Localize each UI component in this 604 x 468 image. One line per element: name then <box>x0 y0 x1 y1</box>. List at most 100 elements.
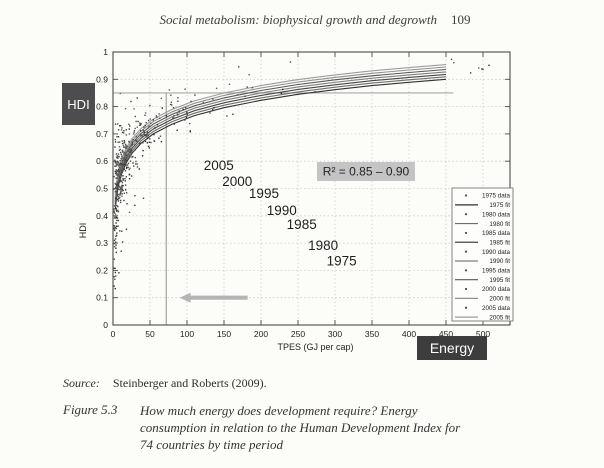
scatter-point <box>117 129 120 131</box>
scatter-point <box>143 134 145 136</box>
x-tick-label: 500 <box>476 329 490 339</box>
y-tick-label: 0.2 <box>96 265 108 275</box>
caption-line: How much energy does development require… <box>140 403 418 418</box>
scatter-point <box>132 139 134 141</box>
scatter-point <box>177 100 179 102</box>
scatter-point <box>128 150 130 152</box>
scatter-point <box>134 127 136 130</box>
fit-curve-1990-fit <box>114 71 447 202</box>
scatter-point <box>182 108 184 110</box>
scatter-point <box>126 203 128 205</box>
scatter-point <box>118 149 121 151</box>
y-axis-title: HDI <box>78 223 88 239</box>
scatter-point <box>117 182 119 184</box>
scatter-point <box>169 103 172 106</box>
scatter-point <box>246 86 248 88</box>
scatter-point <box>115 235 117 238</box>
scatter-point <box>121 184 123 187</box>
scatter-point <box>145 134 147 137</box>
scatter-point <box>131 175 133 177</box>
scatter-point <box>142 197 145 199</box>
scatter-point <box>145 122 147 124</box>
scatter-point <box>228 83 231 85</box>
scatter-point <box>115 153 118 155</box>
scatter-point <box>119 160 121 162</box>
scatter-point <box>202 101 204 104</box>
scatter-point <box>114 138 116 141</box>
scatter-point <box>113 267 115 269</box>
scatter-point <box>114 213 117 215</box>
scatter-point <box>115 202 117 204</box>
page-number: 109 <box>450 12 471 27</box>
scatter-point <box>117 123 119 125</box>
scatter-point <box>120 186 122 188</box>
y-tick-label: 0.4 <box>96 211 108 221</box>
scatter-point <box>153 140 156 143</box>
scatter-point <box>176 129 178 131</box>
legend-marker-dot <box>464 250 468 253</box>
scatter-point <box>121 180 123 182</box>
scatter-point <box>113 276 115 278</box>
scatter-point <box>121 159 124 162</box>
scatter-point <box>133 108 135 110</box>
scatter-point <box>120 250 122 252</box>
scatter-point <box>177 97 179 99</box>
scatter-point <box>117 174 119 177</box>
scatter-point <box>121 182 124 184</box>
scatter-point <box>139 122 141 124</box>
scatter-point <box>178 110 180 112</box>
scatter-point <box>168 89 171 91</box>
scatter-point <box>124 164 126 166</box>
legend-label: 2005 fit <box>489 314 510 321</box>
scatter-point <box>129 156 131 158</box>
scatter-point <box>123 132 125 134</box>
scatter-point <box>482 68 484 71</box>
scatter-point <box>121 164 123 166</box>
scatter-point <box>131 144 133 146</box>
scatter-point <box>119 164 122 166</box>
scatter-point <box>120 163 123 165</box>
scatter-point <box>140 130 142 132</box>
scatter-point <box>215 87 218 90</box>
scatter-point <box>189 131 191 133</box>
scatter-point <box>117 168 120 171</box>
scatter-point <box>114 159 116 162</box>
scatter-point <box>117 196 119 198</box>
scatter-point <box>185 116 188 118</box>
fit-curve-1975-fit <box>114 78 447 210</box>
x-axis-title: TPES (GJ per cap) <box>277 342 353 352</box>
legend-label: 2000 fit <box>489 296 510 303</box>
scatter-point <box>143 126 145 128</box>
scatter-point <box>124 170 127 172</box>
scatter-point <box>125 134 128 136</box>
scatter-point <box>212 109 214 111</box>
scatter-point <box>130 148 132 150</box>
scatter-point <box>117 184 119 186</box>
scatter-point <box>147 137 149 140</box>
scatter-point <box>117 219 119 222</box>
scatter-point <box>126 166 128 168</box>
scatter-point <box>135 120 137 123</box>
scatter-point <box>116 136 118 138</box>
scatter-point <box>124 151 126 154</box>
scatter-point <box>170 101 173 104</box>
scatter-point <box>124 177 126 180</box>
scatter-point <box>226 115 228 117</box>
scatter-point <box>135 139 137 141</box>
scatter-point <box>119 201 122 204</box>
scatter-point <box>115 192 118 194</box>
scatter-point <box>117 164 119 166</box>
scatter-point <box>141 135 143 137</box>
scatter-point <box>149 138 151 140</box>
scatter-point <box>119 194 121 196</box>
year-label-1990: 1990 <box>267 203 297 218</box>
scatter-point <box>130 149 132 152</box>
scatter-point <box>209 112 211 114</box>
scatter-point <box>118 186 121 188</box>
scatter-point <box>116 182 119 184</box>
scatter-point <box>137 120 139 123</box>
legend-label: 1975 fit <box>489 202 510 209</box>
scatter-point <box>173 115 175 117</box>
scatter-point <box>140 134 142 136</box>
scatter-point <box>125 167 128 169</box>
